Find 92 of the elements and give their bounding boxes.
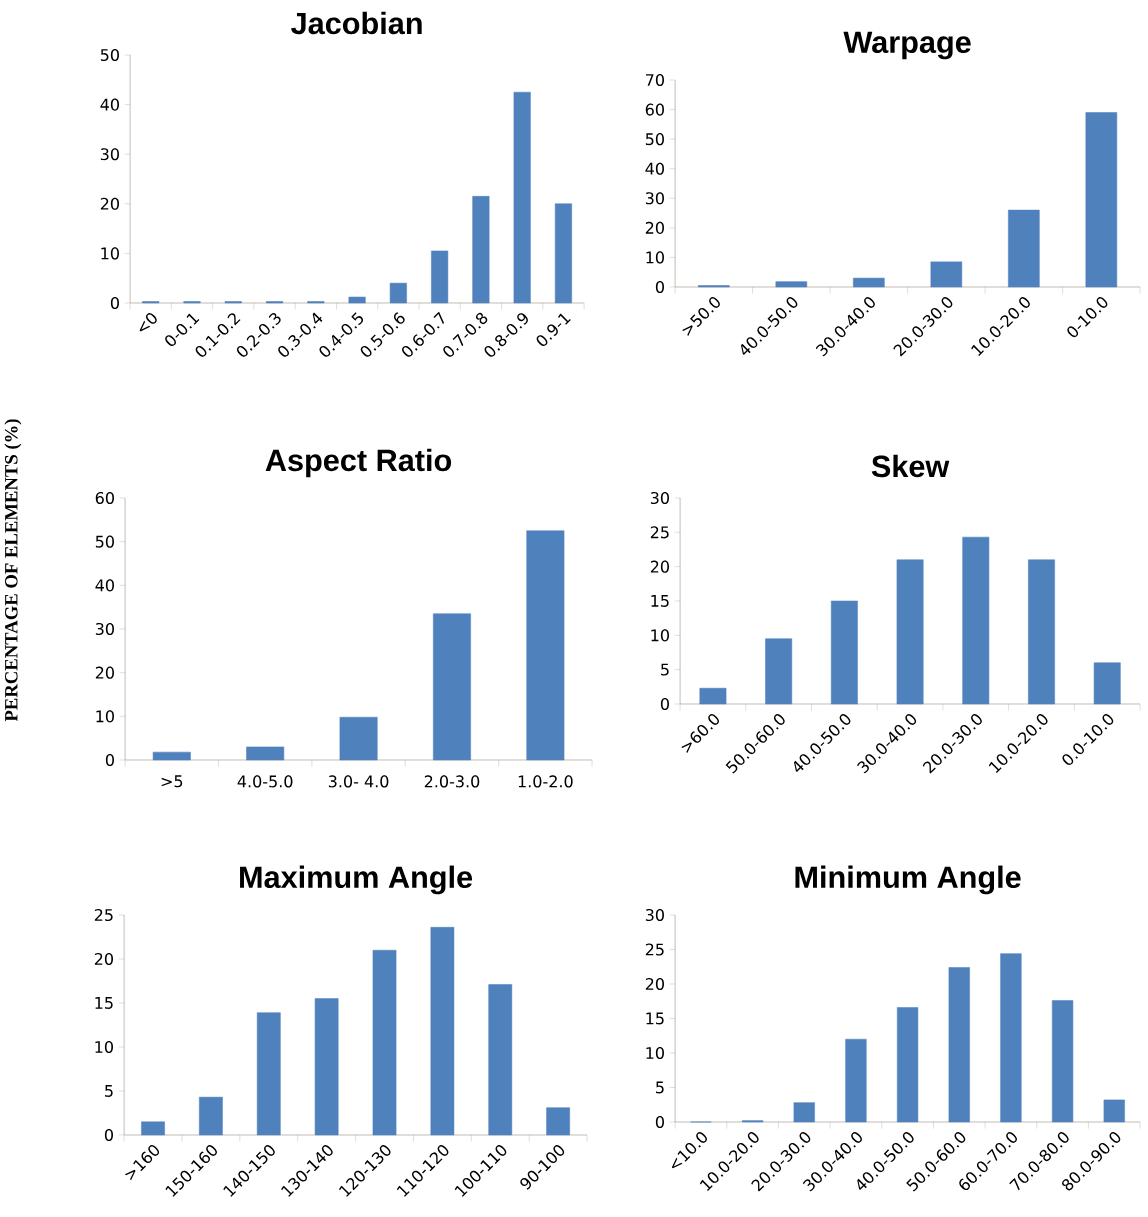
bar [845, 1038, 867, 1123]
bar [830, 600, 858, 705]
y-tick-label: 10 [101, 247, 119, 260]
x-tick-label: 1.0-2.0 [518, 775, 573, 788]
chart-title: Warpage [843, 31, 971, 60]
y-tick-label: 20 [94, 952, 113, 966]
bar [314, 998, 339, 1136]
bar [1103, 1099, 1125, 1123]
y-tick-label: 20 [645, 221, 664, 234]
y-tick-label: 15 [95, 997, 113, 1009]
y-tick-label: 30 [645, 908, 664, 922]
chart-title: Aspect Ratio [265, 448, 452, 478]
y-tick-label: 20 [95, 666, 114, 679]
bar [372, 949, 397, 1136]
x-tick-label: 3.0- 4.0 [328, 775, 389, 788]
bar [431, 250, 449, 304]
bar [1085, 112, 1118, 288]
bar [141, 1121, 165, 1136]
chart-title: Jacobian [291, 11, 422, 35]
bar [430, 927, 455, 1136]
y-tick-label: 20 [645, 977, 664, 991]
bar [793, 1102, 815, 1123]
y-tick-label: 0 [655, 280, 664, 294]
bar [472, 196, 490, 304]
y-tick-label: 5 [656, 1081, 664, 1094]
bar [199, 1096, 223, 1136]
bar [896, 559, 924, 705]
x-tick-label: 2.0-3.0 [424, 775, 480, 788]
y-tick-label: 10 [646, 251, 664, 264]
bar [1000, 953, 1022, 1123]
chart-title: Minimum Angle [795, 865, 1021, 895]
bar [433, 613, 471, 761]
bar [256, 1012, 281, 1136]
y-tick-label: 30 [100, 148, 119, 161]
bar [930, 261, 963, 288]
y-tick-label: 40 [100, 98, 119, 111]
y-tick-label: 15 [646, 1012, 664, 1025]
y-tick-label: 25 [650, 526, 669, 539]
y-tick-label: 0 [110, 296, 119, 310]
x-tick-label: <0 [139, 313, 157, 332]
bar [546, 1107, 570, 1136]
y-tick-label: 60 [95, 491, 114, 505]
y-tick-label: 5 [661, 663, 669, 676]
y-tick-label: 0 [660, 697, 669, 711]
y-tick-label: 40 [645, 162, 664, 175]
bar [962, 536, 990, 705]
y-tick-label: 10 [96, 710, 114, 723]
y-tick-label: 0 [655, 1115, 664, 1129]
bar [1008, 209, 1040, 288]
bar [1093, 662, 1121, 705]
y-tick-label: 30 [645, 192, 664, 205]
x-tick-label: 4.0-5.0 [237, 775, 293, 788]
y-tick-label: 5 [105, 1085, 113, 1097]
bar [246, 746, 285, 761]
bar [152, 751, 191, 761]
y-tick-label: 15 [651, 595, 669, 607]
bar [339, 716, 378, 761]
y-tick-label: 20 [100, 197, 119, 210]
bar [896, 1007, 919, 1123]
bar [554, 203, 572, 304]
bar [853, 277, 885, 288]
bar [948, 967, 970, 1123]
y-tick-label: 50 [100, 48, 119, 62]
bar [389, 282, 407, 304]
y-tick-label: 0 [104, 1128, 113, 1142]
bar [765, 638, 793, 705]
y-tick-label: 10 [651, 629, 669, 642]
bar [526, 530, 565, 761]
bar [348, 296, 366, 304]
bar [699, 687, 727, 705]
y-tick-label: 50 [95, 535, 114, 548]
y-tick-label: 70 [645, 73, 664, 87]
y-axis-title: PERCENTAGE OF ELEMENTS (%) [4, 419, 22, 722]
y-tick-label: 60 [645, 103, 664, 116]
y-tick-label: 10 [95, 1040, 113, 1054]
y-tick-label: 10 [646, 1046, 664, 1060]
chart-title: Skew [871, 454, 950, 478]
y-tick-label: 0 [105, 753, 114, 767]
y-tick-label: 40 [95, 579, 114, 592]
bar [1051, 1000, 1074, 1123]
y-tick-label: 30 [650, 491, 669, 505]
bar [1028, 559, 1055, 705]
y-tick-label: 25 [645, 943, 664, 956]
bar [488, 984, 513, 1136]
x-tick-label: >5 [161, 775, 183, 788]
y-tick-label: 30 [95, 622, 114, 636]
y-tick-label: 25 [94, 908, 113, 922]
bar [513, 91, 531, 304]
y-tick-label: 50 [645, 133, 664, 146]
bar [775, 281, 808, 288]
y-tick-label: 20 [650, 560, 669, 573]
chart-title: Maximum Angle [240, 865, 473, 895]
